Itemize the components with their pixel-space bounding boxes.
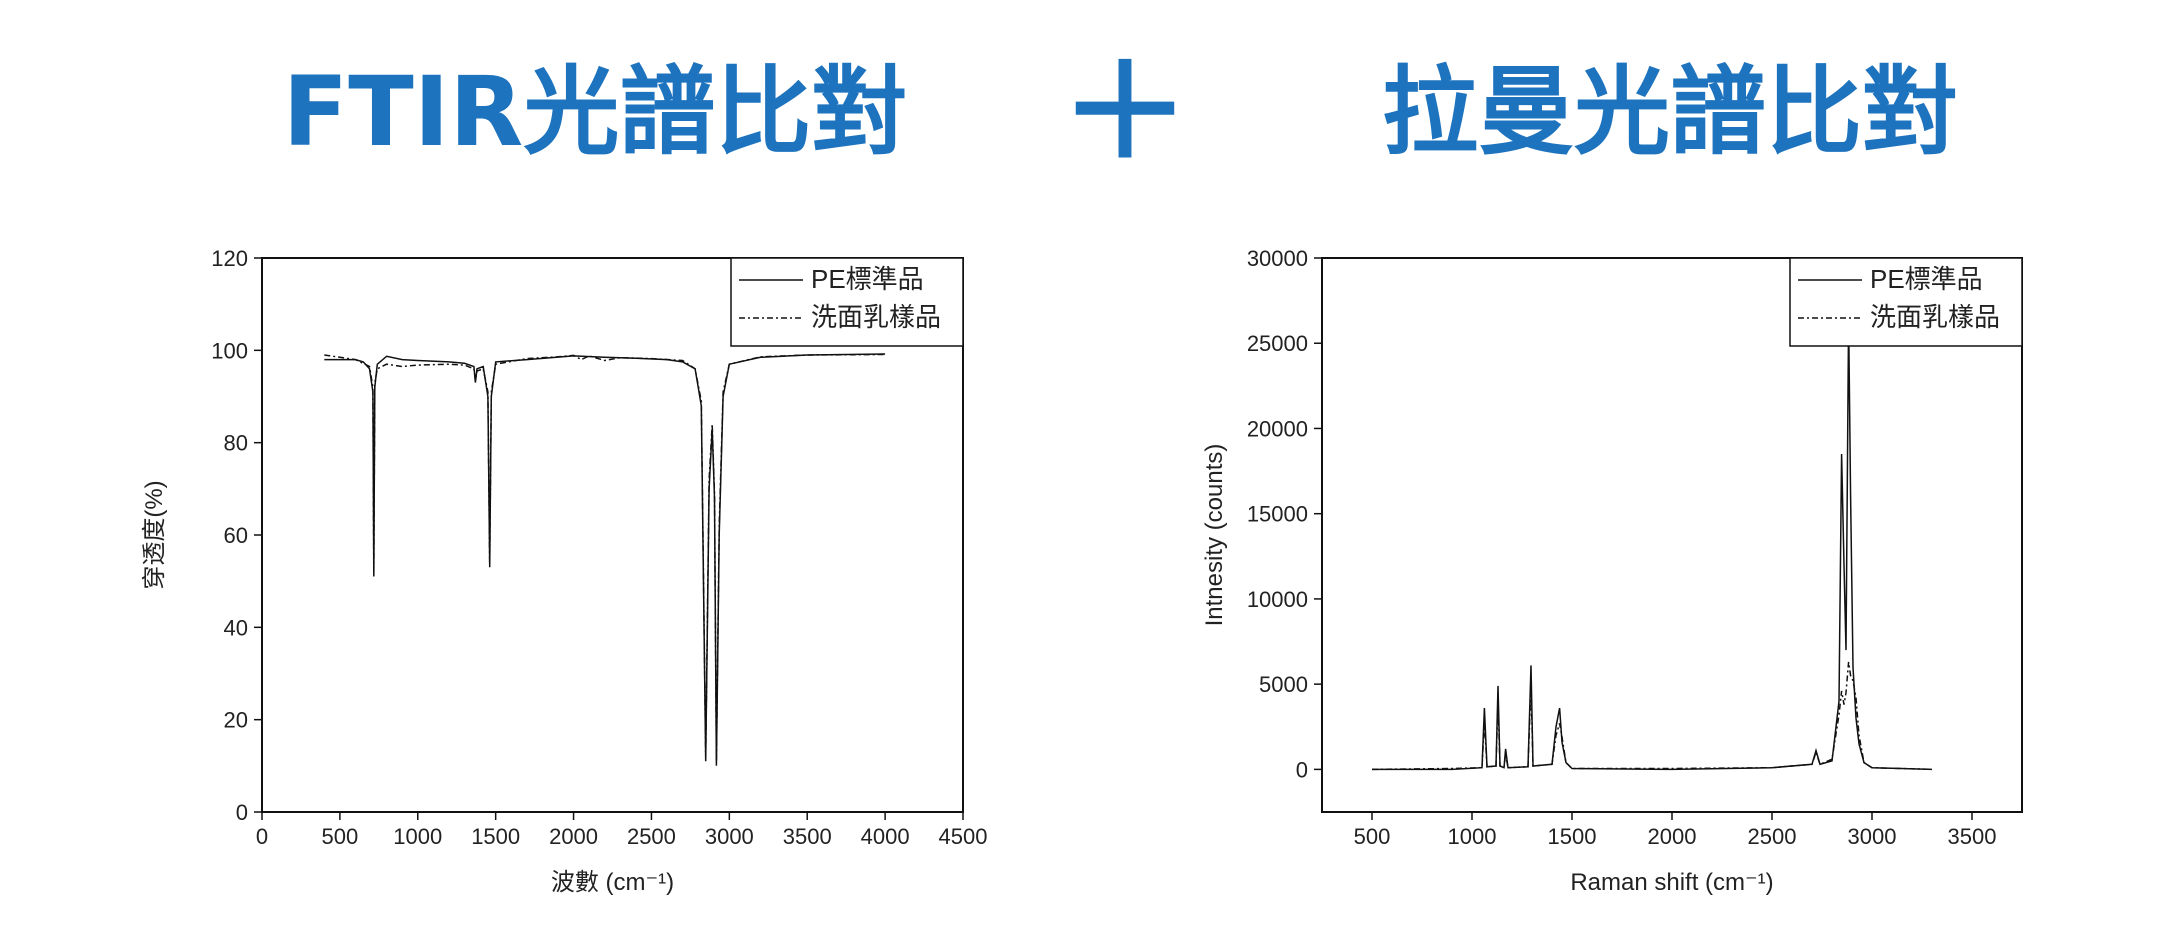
y-tick-label: 25000 <box>1247 331 1308 356</box>
x-axis-label: 波數 (cm⁻¹) <box>551 869 674 896</box>
x-tick-label: 4500 <box>939 824 988 849</box>
x-tick-label: 1500 <box>1548 824 1597 849</box>
x-tick-label: 2000 <box>549 824 598 849</box>
x-tick-label: 3500 <box>783 824 832 849</box>
y-tick-label: 10000 <box>1247 587 1308 612</box>
x-tick-label: 3000 <box>1848 824 1897 849</box>
x-tick-label: 4000 <box>861 824 910 849</box>
y-tick-label: 120 <box>211 246 248 271</box>
x-tick-label: 2000 <box>1648 824 1697 849</box>
y-tick-label: 0 <box>236 800 248 825</box>
legend-label: 洗面乳樣品 <box>1870 302 2000 332</box>
legend-box <box>1789 257 2023 347</box>
y-tick-label: 40 <box>224 615 248 640</box>
x-axis-label: Raman shift (cm⁻¹) <box>1570 869 1773 896</box>
x-tick-label: 1500 <box>471 824 520 849</box>
y-tick-label: 30000 <box>1247 246 1308 271</box>
legend-label: PE標準品 <box>1870 264 1983 294</box>
x-tick-label: 2500 <box>627 824 676 849</box>
legend-box <box>730 257 964 347</box>
y-axis-label: Intnesity (counts) <box>1201 444 1228 627</box>
series-line <box>1372 317 1933 771</box>
y-tick-label: 80 <box>224 431 248 456</box>
y-tick-label: 15000 <box>1247 502 1308 527</box>
y-tick-label: 20000 <box>1247 416 1308 441</box>
y-tick-label: 0 <box>1296 757 1308 782</box>
y-axis-label: 穿透度(%) <box>141 480 168 589</box>
legend-label: 洗面乳樣品 <box>811 302 941 332</box>
legend-label: PE標準品 <box>811 264 924 294</box>
x-tick-label: 1000 <box>393 824 442 849</box>
plus-sign: ＋ <box>1059 36 1190 188</box>
y-tick-label: 5000 <box>1259 672 1308 697</box>
x-tick-label: 500 <box>1354 824 1391 849</box>
x-tick-label: 3500 <box>1948 824 1997 849</box>
y-tick-label: 100 <box>211 338 248 363</box>
ftir-heading: FTIR光譜比對 <box>282 56 908 168</box>
y-tick-label: 60 <box>224 523 248 548</box>
raman-heading: 拉曼光譜比對 <box>1382 56 1958 168</box>
x-tick-label: 1000 <box>1448 824 1497 849</box>
x-tick-label: 3000 <box>705 824 754 849</box>
x-tick-label: 0 <box>256 824 268 849</box>
series-line <box>1371 661 1933 771</box>
y-tick-label: 20 <box>224 708 248 733</box>
x-tick-label: 500 <box>322 824 359 849</box>
x-tick-label: 2500 <box>1748 824 1797 849</box>
